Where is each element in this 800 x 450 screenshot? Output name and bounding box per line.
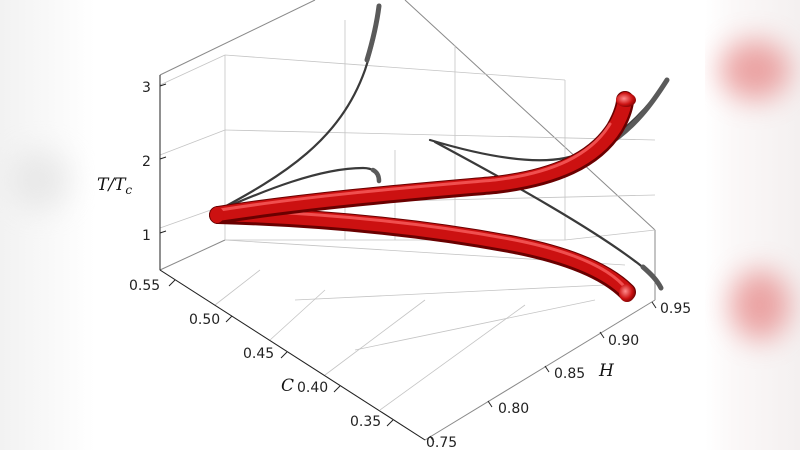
tick-labels-h: 0.75 0.80 0.85 0.90 0.95 [426, 301, 691, 450]
projection-curve-right-upper [428, 78, 669, 162]
tick-label-c: 0.40 [297, 380, 328, 396]
tick-label-c: 0.50 [189, 312, 220, 328]
tick-mark [280, 351, 288, 359]
tick-mark [651, 301, 657, 309]
tube-lower-branch [211, 207, 634, 298]
box-edge [404, 0, 656, 231]
tick-mark [225, 315, 233, 323]
tube-lower-end-cap [619, 284, 635, 302]
tick-mark [168, 279, 176, 287]
grid-line [324, 299, 426, 376]
box-edge [424, 299, 656, 441]
grid-line [294, 284, 606, 301]
grid-line [159, 129, 226, 156]
tube-lower-branch-highlight [218, 208, 625, 287]
grid-line [379, 304, 526, 411]
axis-label-c: C [281, 376, 294, 396]
tick-mark [544, 365, 550, 373]
tick-mark [159, 156, 167, 160]
chart-svg: 3 2 1 0.55 0.50 0.45 0.40 0.35 0.75 0.80… [97, 0, 691, 450]
grid-line [269, 289, 326, 341]
grid-line [354, 299, 596, 351]
axis-t [159, 75, 167, 270]
grid-line [214, 269, 261, 306]
tick-mark [599, 331, 605, 339]
projection-curve-right-lower-tube [640, 264, 664, 291]
tube-upper-branch [211, 92, 632, 221]
axis-label-t-main: T [97, 175, 110, 195]
tick-labels-c: 0.55 0.50 0.45 0.40 0.35 [129, 278, 381, 430]
tube-left-cap [210, 207, 224, 223]
left-margin [0, 0, 95, 450]
box-edge [159, 0, 316, 76]
axis-label-t-subscript: c [125, 183, 132, 197]
tick-mark [159, 230, 167, 234]
projection-curve-upper-left [211, 3, 382, 215]
tick-label-h: 0.85 [554, 366, 585, 382]
tube-upper-branch-highlight [218, 122, 612, 212]
tick-label-t: 2 [142, 154, 151, 170]
tick-label-h: 0.90 [608, 333, 639, 349]
axis-label-t: T/Tc [97, 175, 132, 197]
tick-label-h: 0.75 [426, 435, 457, 450]
tick-label-c: 0.55 [129, 278, 160, 294]
tick-label-c: 0.45 [243, 346, 274, 362]
tube-upper-end-cap [616, 93, 636, 107]
blur-blob [10, 150, 70, 210]
tick-mark [429, 435, 435, 443]
tick-mark [487, 400, 493, 408]
axis-c-line [159, 269, 426, 441]
tick-label-t: 3 [142, 80, 151, 96]
axis-h [429, 301, 657, 443]
tick-label-h: 0.80 [498, 401, 529, 417]
tick-mark [159, 83, 167, 87]
projection-curve-right-lower [433, 140, 663, 290]
tick-mark [333, 385, 341, 393]
axis-label-t-denominator: T [114, 175, 127, 195]
projection-curves [211, 3, 670, 291]
grid-line [564, 229, 656, 241]
axis-c [159, 269, 426, 441]
tick-label-c: 0.35 [350, 414, 381, 430]
box-edge [159, 239, 226, 271]
chart-figure: 3 2 1 0.55 0.50 0.45 0.40 0.35 0.75 0.80… [95, 0, 705, 450]
grid-line [159, 54, 226, 86]
tube-curves [209, 91, 636, 302]
grid-line [224, 129, 656, 141]
blur-blob [730, 270, 790, 340]
tick-label-t: 1 [142, 228, 151, 244]
blur-blob [720, 40, 790, 100]
projection-curve-short-tip [370, 167, 382, 184]
axis-label-t-sep: / [106, 175, 116, 195]
tick-label-h: 0.95 [660, 301, 691, 317]
axis-label-h: H [598, 361, 615, 381]
projection-curve-upper-left-tube [364, 3, 382, 63]
tick-mark [386, 419, 394, 427]
grid-line [224, 54, 566, 81]
tick-labels-t: 3 2 1 [142, 80, 151, 244]
